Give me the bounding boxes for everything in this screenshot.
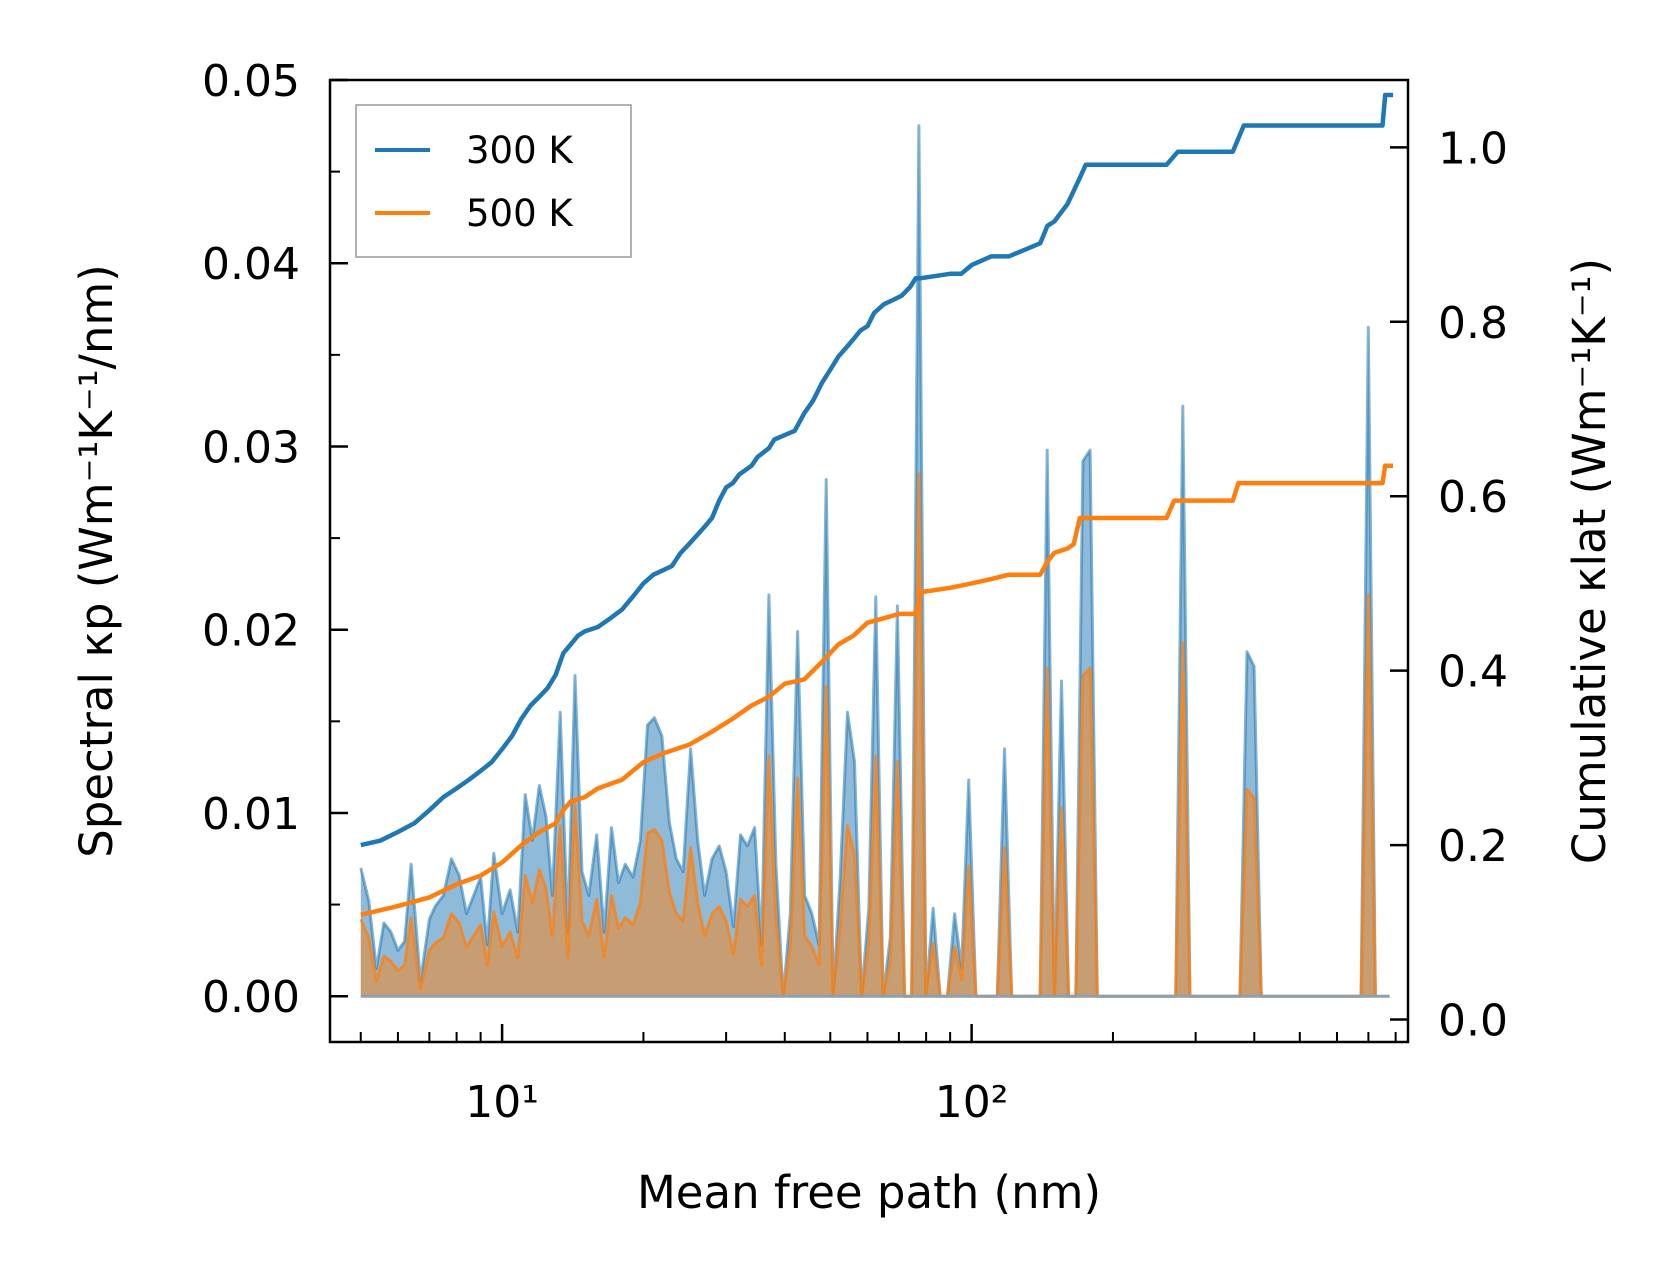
- y-left-tick-label: 0.01: [202, 789, 300, 840]
- legend: 300 K 500 K: [355, 104, 632, 258]
- y-right-tick-label: 0.0: [1438, 995, 1508, 1046]
- y-left-tick-label: 0.05: [202, 56, 300, 107]
- x-tick-label: 10²: [935, 1077, 1009, 1128]
- spectral-area-500k: [360, 474, 1376, 997]
- axes: [328, 78, 1410, 1044]
- legend-box: [355, 104, 632, 258]
- y-left-tick-label: 0.02: [202, 606, 300, 657]
- y-right-tick-label: 1.0: [1438, 123, 1508, 174]
- y-left-tick-label: 0.00: [202, 972, 300, 1023]
- cumulative-lines: [360, 92, 1394, 917]
- ticks: 0.00 0.01 0.02 0.03 0.04 0.05 0.0 0.2 0.4 0.6 0.8 1…: [202, 56, 1508, 1128]
- cumulative-line-300k: [360, 92, 1394, 848]
- y-left-tick-label: 0.03: [202, 422, 300, 473]
- legend-label-300k: 300 K: [466, 129, 574, 172]
- y-right-tick-label: 0.6: [1438, 472, 1508, 523]
- y-right-tick-label: 0.4: [1438, 647, 1508, 698]
- y-right-tick-label: 0.2: [1438, 821, 1508, 872]
- right-y-axis-label: Cumulative κlat (Wm⁻¹K⁻¹): [1563, 258, 1616, 864]
- spectral-area-300k: [360, 125, 1376, 997]
- y-left-tick-label: 0.04: [202, 239, 300, 290]
- spectral-fills: [359, 124, 1390, 998]
- cumulative-line-500k: [360, 463, 1394, 917]
- plot-frame: [328, 78, 1410, 1044]
- x-axis-label: Mean free path (nm): [637, 1166, 1101, 1219]
- y-right-tick-label: 0.8: [1438, 298, 1508, 349]
- x-tick-label: 10¹: [465, 1077, 539, 1128]
- legend-label-500k: 500 K: [466, 192, 574, 235]
- left-y-axis-label: Spectral κp (Wm⁻¹K⁻¹/nm): [70, 264, 123, 858]
